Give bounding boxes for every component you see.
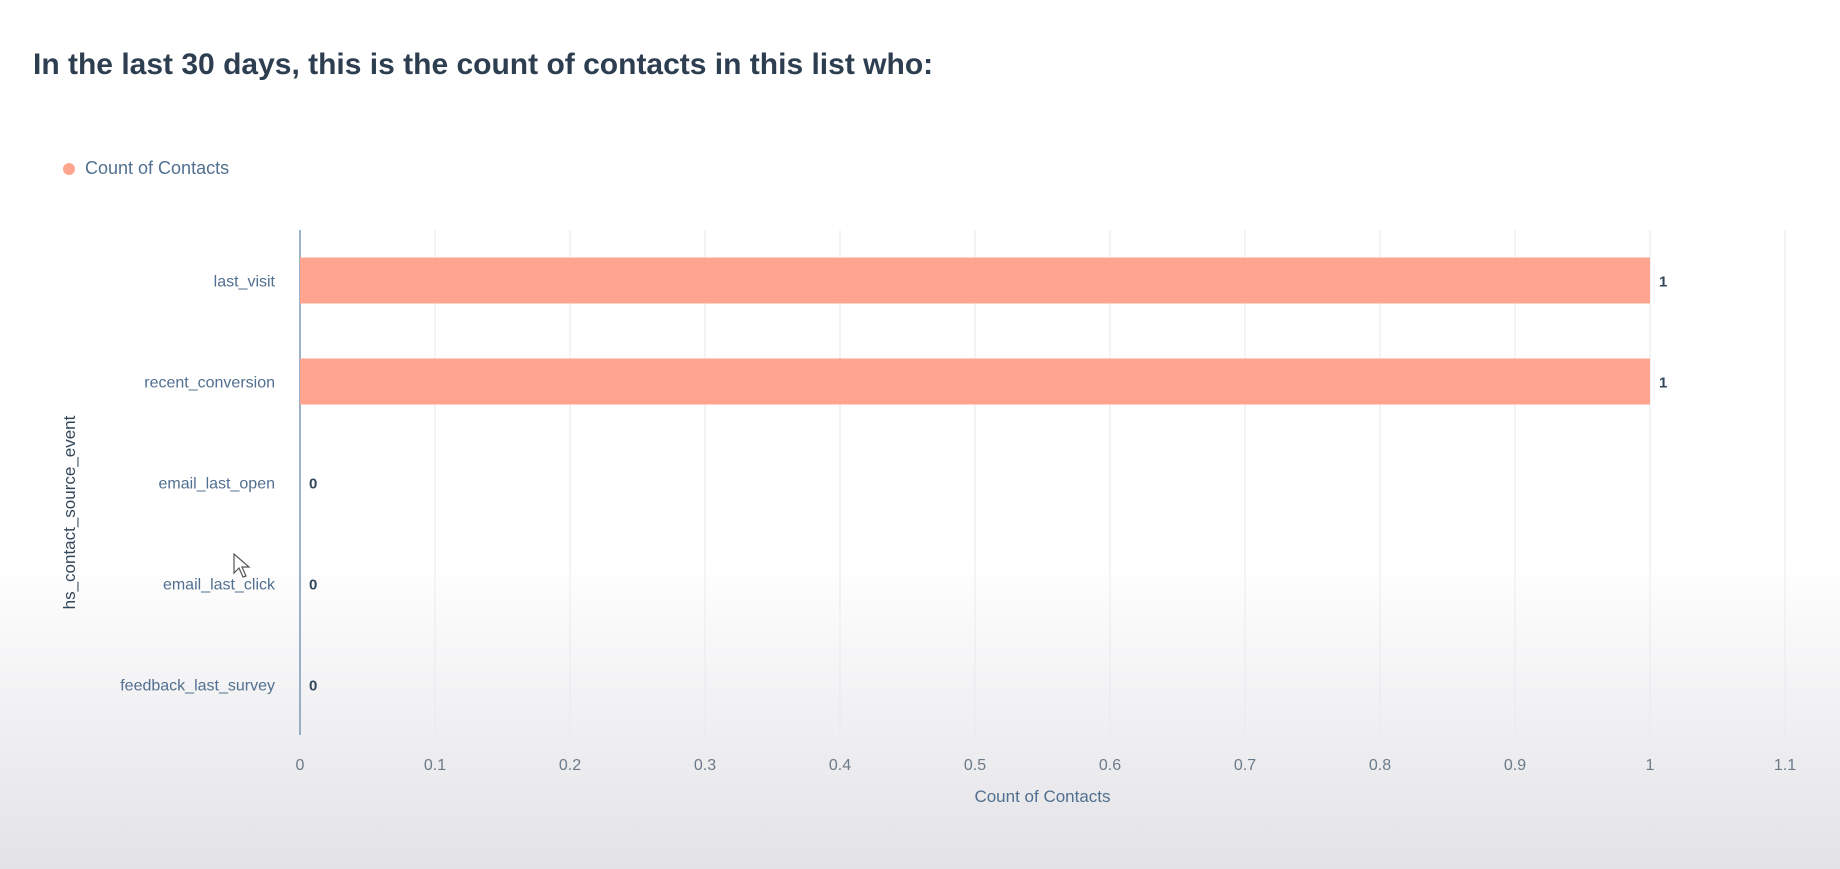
- x-tick-label: 0.1: [424, 757, 446, 774]
- x-tick-label: 1.1: [1774, 757, 1796, 774]
- chart-legend: Count of Contacts: [63, 158, 229, 179]
- data-label: 0: [309, 577, 317, 594]
- y-axis-title: hs_contact_source_event: [60, 415, 79, 609]
- page-title: In the last 30 days, this is the count o…: [33, 48, 934, 81]
- x-tick-label: 0.8: [1369, 757, 1391, 774]
- data-label: 1: [1659, 375, 1667, 392]
- x-tick-label: 0.7: [1234, 757, 1256, 774]
- category-label: last_visit: [214, 274, 276, 291]
- bar: [300, 257, 1650, 304]
- x-tick-label: 0.3: [694, 757, 716, 774]
- data-label: 0: [309, 476, 317, 493]
- category-label: recent_conversion: [144, 375, 275, 392]
- data-label: 1: [1659, 274, 1667, 291]
- category-label: email_last_open: [158, 476, 275, 493]
- category-label: feedback_last_survey: [120, 678, 275, 695]
- x-tick-label: 0.6: [1099, 757, 1121, 774]
- x-tick-label: 0.5: [964, 757, 986, 774]
- x-tick-label: 1: [1646, 757, 1655, 774]
- legend-label: Count of Contacts: [85, 158, 230, 178]
- legend-swatch: [63, 162, 75, 175]
- x-tick-label: 0.4: [829, 757, 851, 774]
- x-tick-label: 0: [296, 757, 305, 774]
- x-axis-title: Count of Contacts: [974, 787, 1110, 806]
- bar: [300, 358, 1650, 405]
- data-label: 0: [309, 678, 317, 695]
- category-label: email_last_click: [163, 577, 276, 594]
- x-tick-label: 0.9: [1504, 757, 1526, 774]
- mouse-cursor-icon: [233, 552, 253, 584]
- x-tick-label: 0.2: [559, 757, 581, 774]
